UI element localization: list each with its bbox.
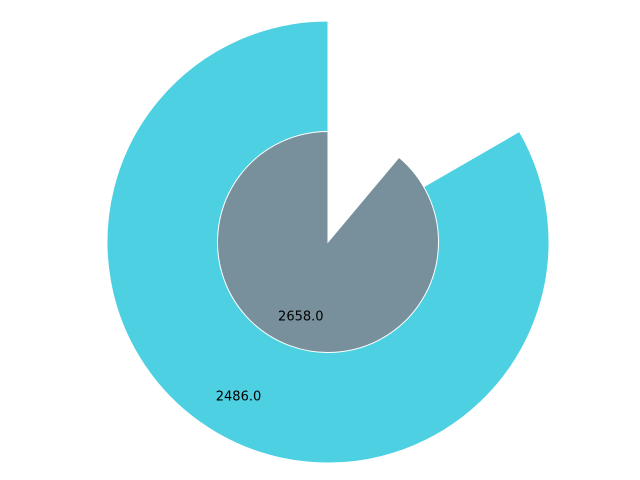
- outer-value-label: 2486.0: [216, 390, 262, 405]
- label-layer: 2486.0 2658.0: [216, 309, 324, 404]
- inner-value-label: 2658.0: [278, 309, 324, 324]
- inner-wedge: [217, 130, 440, 353]
- wedge-layer: [106, 20, 550, 464]
